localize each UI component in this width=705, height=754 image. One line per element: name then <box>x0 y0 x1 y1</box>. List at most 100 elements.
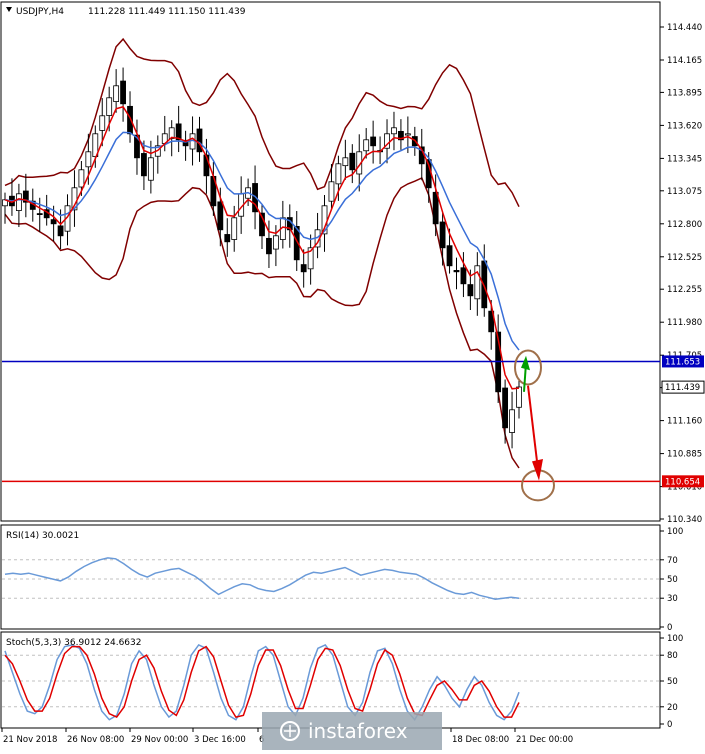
candle-body <box>175 123 182 141</box>
candle-body <box>168 127 175 139</box>
time-tick-label: 3 Dec 16:00 <box>194 735 246 745</box>
resistance-price-tag <box>662 355 704 368</box>
candle-body <box>439 221 446 249</box>
down-arrowhead-icon <box>532 459 543 481</box>
price-tick-label: 112.800 <box>667 220 702 230</box>
candle-body <box>252 183 258 213</box>
candle-body <box>78 169 85 188</box>
price-tick-label: 110.340 <box>667 515 702 525</box>
candle-body <box>182 139 189 147</box>
price-tick-label: 111.160 <box>667 417 702 427</box>
rsi-tick-label: 100 <box>667 527 683 537</box>
rsi-plot <box>2 557 660 600</box>
candle-body <box>328 181 335 202</box>
price-tick-label: 114.165 <box>667 56 702 66</box>
candle-body <box>460 267 467 285</box>
price-tick-label: 114.440 <box>667 23 702 33</box>
candle-body <box>516 386 522 408</box>
time-tick-label: 21 Dec 00:00 <box>516 735 573 745</box>
time-tick-label: 21 Nov 2018 <box>3 735 57 745</box>
stoch-tick-label: 80 <box>667 651 678 661</box>
candle-body <box>147 157 154 181</box>
candle-body <box>488 310 495 333</box>
resistance-circle <box>514 349 542 386</box>
candle-body <box>384 133 390 149</box>
candle-body <box>293 225 300 261</box>
candle-body <box>307 247 314 270</box>
candle-body <box>432 191 439 225</box>
stoch-tick-label: 50 <box>667 677 678 687</box>
price-tick-label: 113.075 <box>667 187 702 197</box>
candle-body <box>453 270 460 273</box>
price-tick-label: 113.620 <box>667 121 702 131</box>
candle-body <box>217 201 224 231</box>
current-price-label: 111.439 <box>665 383 700 393</box>
candle-body <box>99 115 106 131</box>
candle-body <box>22 190 29 203</box>
candle-body <box>196 128 203 153</box>
candle-body <box>342 157 349 167</box>
rsi-title: RSI(14) 30.0021 <box>6 531 79 541</box>
rsi-tick-label: 50 <box>667 575 678 585</box>
rsi-tick-label: 0 <box>667 623 672 633</box>
price-tick-label: 113.345 <box>667 154 702 164</box>
price-pane[interactable] <box>0 1 661 522</box>
candle-body <box>300 264 307 273</box>
candle-body <box>106 97 113 116</box>
candle-body <box>36 213 43 216</box>
ohlc-readout: 111.228 111.449 111.150 111.439 <box>88 7 246 17</box>
current-price-tag <box>661 380 705 394</box>
rsi-tick-label: 70 <box>667 556 678 566</box>
time-tick-label: 29 Nov 00:00 <box>131 735 188 745</box>
candle-body <box>259 212 265 237</box>
symbol-title: USDJPY,H4 <box>16 7 64 17</box>
bollinger-upper-line <box>4 37 520 208</box>
down-arrow-icon <box>527 385 539 470</box>
candle-body <box>502 387 509 429</box>
candle-body <box>120 80 126 105</box>
candle-body <box>363 139 370 152</box>
candle-body <box>113 85 120 102</box>
candle-body <box>127 105 133 135</box>
support-price-tag <box>662 475 704 488</box>
dropdown-triangle-icon[interactable] <box>6 7 12 12</box>
candle-body <box>15 193 22 211</box>
candle-body <box>141 153 147 177</box>
price-tick-label: 110.610 <box>667 483 702 493</box>
candle-body <box>231 217 238 240</box>
price-plot <box>2 37 660 502</box>
support-price-label: 110.654 <box>665 477 700 487</box>
watermark-logo-icon <box>280 721 300 741</box>
rsi-line <box>4 557 520 600</box>
candle-body <box>92 133 99 157</box>
price-tick-label: 113.895 <box>667 88 702 98</box>
candle-body <box>398 130 404 141</box>
time-tick-label: 6 <box>259 735 264 745</box>
rsi-pane[interactable] <box>0 524 661 630</box>
candle-body <box>370 136 377 147</box>
price-tick-label: 111.980 <box>667 318 702 328</box>
candle-body <box>474 265 481 300</box>
candle-body <box>509 409 515 433</box>
stoch-title: Stoch(5,3,3) 36.9012 24.6632 <box>6 638 141 648</box>
candle-body <box>85 151 92 168</box>
candle-body <box>224 234 231 243</box>
candle-body <box>349 152 356 171</box>
candle-body <box>266 237 272 255</box>
candle-body <box>335 163 342 185</box>
ema-slow-line <box>4 131 520 351</box>
stoch-signal-line <box>4 645 520 719</box>
price-tick-label: 112.525 <box>667 253 702 263</box>
candle-body <box>467 284 474 297</box>
stoch-plot <box>2 643 660 721</box>
resistance-price-label: 111.653 <box>665 357 700 367</box>
rsi-tick-label: 30 <box>667 594 678 604</box>
stoch-tick-label: 20 <box>667 703 678 713</box>
candle-body <box>391 127 397 135</box>
ema-fast-line <box>4 105 520 390</box>
stoch-main-line <box>4 643 520 721</box>
axes: 114.440 114.165 113.895 113.620 113.345 113.0… <box>1 23 705 745</box>
up-arrowhead-icon <box>521 355 530 371</box>
